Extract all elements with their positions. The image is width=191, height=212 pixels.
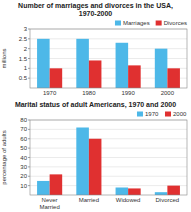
text-line: Married xyxy=(79,197,99,203)
x-axis: 1970 1980 1990 2000 xyxy=(43,90,175,96)
chart: Number of marriages and divorces in the … xyxy=(1,2,187,96)
bar xyxy=(128,188,141,195)
bar xyxy=(155,49,168,88)
legend-label: Divorces xyxy=(164,20,187,26)
chart-canvas: Number of marriages and divorces in the … xyxy=(0,0,191,212)
x-tick-label: 1970 xyxy=(43,90,57,96)
text-line: 1970-2000 xyxy=(79,10,113,17)
bar xyxy=(76,39,89,88)
x-tick-label: 1980 xyxy=(82,90,96,96)
text-line: Number of marriages and divorces in the … xyxy=(18,2,173,10)
tick-label: 20 xyxy=(20,173,27,179)
x-tick-label: 1990 xyxy=(121,90,135,96)
tick-label: 30 xyxy=(20,164,27,170)
bar xyxy=(76,128,89,196)
y-axis-label: millions xyxy=(1,48,7,68)
tick-label: 10 xyxy=(20,183,27,189)
chart: Marital status of adult Americans, 1970 … xyxy=(1,101,187,210)
bar xyxy=(116,43,129,88)
bar xyxy=(167,68,180,88)
text-line: Divorced xyxy=(156,197,180,203)
text-line: 1980 xyxy=(82,90,96,96)
text-line: 1970 xyxy=(43,90,57,96)
plot-frame xyxy=(30,29,187,88)
tick-label: 1 xyxy=(24,65,28,71)
grid-line xyxy=(30,148,187,149)
bars xyxy=(37,128,180,196)
bar xyxy=(37,181,50,195)
bar xyxy=(116,188,129,196)
text-line: 2000 xyxy=(161,90,175,96)
grid-line xyxy=(30,157,187,158)
tick-label: 80 xyxy=(20,117,27,123)
tick-label: 40 xyxy=(20,155,27,161)
y-axis-label: percentage of adults xyxy=(1,130,7,184)
legend-label: 2000 xyxy=(173,111,187,117)
x-tick-label: Married xyxy=(79,197,99,203)
x-axis: NeverMarriedMarriedWidowedDivorced xyxy=(39,197,179,210)
tick-label: 60 xyxy=(20,136,27,142)
bar xyxy=(128,65,141,88)
x-tick-label: Divorced xyxy=(156,197,180,203)
x-tick-label: 2000 xyxy=(161,90,175,96)
legend-swatch xyxy=(115,21,121,26)
bar xyxy=(50,174,63,195)
text-line: Married xyxy=(39,204,59,210)
tick-label: 50 xyxy=(20,145,27,151)
x-tick-label: NeverMarried xyxy=(39,197,59,210)
tick-label: 2.5 xyxy=(19,36,28,42)
page: {"chart_data": [ {"type": "bar", "title"… xyxy=(0,0,191,212)
grid-line xyxy=(30,166,187,167)
grid-line xyxy=(30,38,187,39)
y-axis: 10 20 30 40 50 60 70 80 xyxy=(20,117,187,189)
tick-label: 3 xyxy=(24,26,28,32)
bar xyxy=(37,39,50,88)
text-line: 1990 xyxy=(121,90,135,96)
legend-swatch xyxy=(137,112,143,117)
legend: 1970 2000 xyxy=(137,111,187,117)
text-line: Never xyxy=(42,197,58,203)
chart-title: Number of marriages and divorces in the … xyxy=(18,2,173,17)
x-tick-label: Widowed xyxy=(116,197,141,203)
legend: Marriages Divorces xyxy=(115,20,187,26)
legend-swatch xyxy=(156,21,162,26)
bar xyxy=(167,186,180,195)
tick-label: 2 xyxy=(24,46,28,52)
tick-label: 0.5 xyxy=(19,75,28,81)
tick-label: 70 xyxy=(20,126,27,132)
legend-swatch xyxy=(165,112,171,117)
chart-title: Marital status of adult Americans, 1970 … xyxy=(15,101,176,109)
plot-frame xyxy=(30,120,187,195)
bar xyxy=(89,60,102,88)
bar xyxy=(155,192,168,195)
grid-line xyxy=(30,129,187,130)
text-line: Widowed xyxy=(116,197,141,203)
tick-label: 1.5 xyxy=(19,56,28,62)
grid-line xyxy=(30,138,187,139)
bar xyxy=(89,139,102,195)
text-line: Marital status of adult Americans, 1970 … xyxy=(15,101,176,109)
bar xyxy=(50,68,63,88)
legend-label: Marriages xyxy=(123,20,150,26)
legend-label: 1970 xyxy=(145,111,159,117)
bars xyxy=(37,39,180,88)
